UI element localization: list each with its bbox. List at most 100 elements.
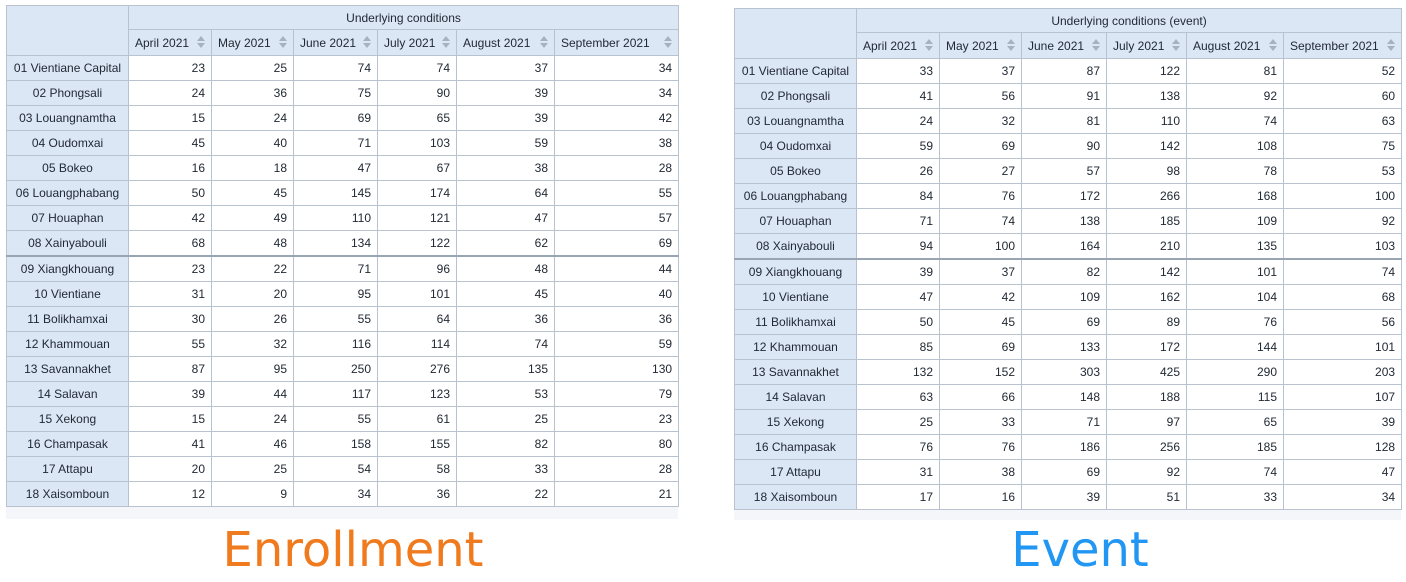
value-cell: 23 bbox=[128, 55, 212, 81]
column-header-4[interactable]: August 2021 bbox=[1186, 32, 1284, 59]
value-cell: 87 bbox=[1021, 58, 1107, 84]
value-cell: 425 bbox=[1106, 359, 1187, 385]
value-cell: 21 bbox=[553, 481, 680, 507]
value-cell: 26 bbox=[211, 306, 294, 332]
value-cell: 32 bbox=[211, 331, 294, 357]
column-header-label: May 2021 bbox=[946, 38, 999, 53]
row-header: 06 Louangphabang bbox=[734, 183, 857, 209]
value-cell: 168 bbox=[1186, 183, 1284, 209]
sort-icon[interactable] bbox=[279, 35, 287, 49]
value-cell: 76 bbox=[1186, 309, 1284, 335]
value-cell: 37 bbox=[939, 258, 1022, 285]
value-cell: 65 bbox=[377, 105, 457, 131]
value-cell: 65 bbox=[1186, 409, 1284, 435]
sort-icon[interactable] bbox=[1092, 38, 1100, 52]
value-cell: 34 bbox=[553, 55, 680, 81]
table-row: 09 Xiangkhouang 39 37 82 142 101 74 bbox=[734, 258, 1403, 285]
value-cell: 185 bbox=[1186, 434, 1284, 460]
sort-icon[interactable] bbox=[1269, 38, 1277, 52]
sort-icon[interactable] bbox=[363, 35, 371, 49]
value-cell: 74 bbox=[939, 208, 1022, 234]
row-header: 05 Bokeo bbox=[6, 155, 129, 181]
value-cell: 22 bbox=[456, 481, 555, 507]
table-row: 17 Attapu 20 25 54 58 33 28 bbox=[6, 456, 680, 482]
value-cell: 145 bbox=[293, 180, 378, 206]
value-cell: 20 bbox=[211, 281, 294, 307]
column-header-5[interactable]: September 2021 bbox=[553, 29, 680, 56]
value-cell: 45 bbox=[456, 281, 555, 307]
table-row: 06 Louangphabang 50 45 145 174 64 55 bbox=[6, 180, 680, 206]
sort-icon[interactable] bbox=[197, 35, 205, 49]
column-header-3[interactable]: July 2021 bbox=[377, 29, 457, 56]
value-cell: 55 bbox=[293, 306, 378, 332]
value-cell: 122 bbox=[1106, 58, 1187, 84]
sort-icon[interactable] bbox=[925, 38, 933, 52]
row-header: 03 Louangnamtha bbox=[6, 105, 129, 131]
value-cell: 33 bbox=[1186, 484, 1284, 510]
value-cell: 34 bbox=[293, 481, 378, 507]
column-header-0[interactable]: April 2021 bbox=[856, 32, 940, 59]
table-row: 08 Xainyabouli 68 48 134 122 62 69 bbox=[6, 230, 680, 257]
value-cell: 30 bbox=[128, 306, 212, 332]
value-cell: 26 bbox=[856, 158, 940, 184]
value-cell: 51 bbox=[1106, 484, 1187, 510]
value-cell: 107 bbox=[1282, 384, 1403, 410]
value-cell: 42 bbox=[553, 105, 680, 131]
value-cell: 109 bbox=[1021, 284, 1107, 310]
column-header-1[interactable]: May 2021 bbox=[211, 29, 294, 56]
sort-icon[interactable] bbox=[1387, 38, 1396, 52]
column-header-label: July 2021 bbox=[384, 35, 436, 50]
value-cell: 47 bbox=[856, 284, 940, 310]
table-row: 02 Phongsali 41 56 91 138 92 60 bbox=[734, 83, 1403, 109]
column-header-label: August 2021 bbox=[1193, 38, 1261, 53]
row-header: 16 Champasak bbox=[6, 431, 129, 457]
value-cell: 25 bbox=[856, 409, 940, 435]
column-header-3[interactable]: July 2021 bbox=[1106, 32, 1187, 59]
sort-icon[interactable] bbox=[442, 35, 450, 49]
table-row: 13 Savannakhet 132 152 303 425 290 203 bbox=[734, 359, 1403, 385]
value-cell: 74 bbox=[293, 55, 378, 81]
value-cell: 39 bbox=[1021, 484, 1107, 510]
sort-icon[interactable] bbox=[1172, 38, 1180, 52]
column-header-1[interactable]: May 2021 bbox=[939, 32, 1022, 59]
value-cell: 69 bbox=[939, 133, 1022, 159]
value-cell: 172 bbox=[1021, 183, 1107, 209]
value-cell: 39 bbox=[856, 258, 940, 285]
value-cell: 68 bbox=[128, 230, 212, 257]
column-header-5[interactable]: September 2021 bbox=[1282, 32, 1403, 59]
value-cell: 47 bbox=[456, 205, 555, 231]
value-cell: 39 bbox=[456, 80, 555, 106]
sort-icon[interactable] bbox=[1007, 38, 1015, 52]
value-cell: 25 bbox=[456, 406, 555, 432]
column-header-0[interactable]: April 2021 bbox=[128, 29, 212, 56]
value-cell: 68 bbox=[1282, 284, 1403, 310]
row-header: 18 Xaisomboun bbox=[6, 481, 129, 507]
value-cell: 34 bbox=[553, 80, 680, 106]
column-header-4[interactable]: August 2021 bbox=[456, 29, 555, 56]
value-cell: 110 bbox=[293, 205, 378, 231]
value-cell: 38 bbox=[939, 459, 1022, 485]
column-header-2[interactable]: June 2021 bbox=[293, 29, 378, 56]
column-header-label: June 2021 bbox=[1028, 38, 1085, 53]
value-cell: 74 bbox=[1186, 108, 1284, 134]
value-cell: 92 bbox=[1186, 83, 1284, 109]
value-cell: 47 bbox=[293, 155, 378, 181]
value-cell: 76 bbox=[939, 434, 1022, 460]
table-row: 10 Vientiane 47 42 109 162 104 68 bbox=[734, 284, 1403, 310]
value-cell: 49 bbox=[211, 205, 294, 231]
value-cell: 74 bbox=[1186, 459, 1284, 485]
event-pivot-table: Underlying conditions (event) April 2021 M… bbox=[734, 8, 1403, 510]
value-cell: 32 bbox=[939, 108, 1022, 134]
value-cell: 38 bbox=[553, 130, 680, 156]
value-cell: 15 bbox=[128, 105, 212, 131]
value-cell: 25 bbox=[211, 456, 294, 482]
column-header-label: June 2021 bbox=[300, 35, 357, 50]
table-row: 16 Champasak 41 46 158 155 82 80 bbox=[6, 431, 680, 457]
value-cell: 71 bbox=[856, 208, 940, 234]
sort-icon[interactable] bbox=[540, 35, 548, 49]
value-cell: 188 bbox=[1106, 384, 1187, 410]
table-row: 12 Khammouan 85 69 133 172 144 101 bbox=[734, 334, 1403, 360]
value-cell: 142 bbox=[1106, 258, 1187, 285]
column-header-2[interactable]: June 2021 bbox=[1021, 32, 1107, 59]
sort-icon[interactable] bbox=[664, 35, 673, 49]
